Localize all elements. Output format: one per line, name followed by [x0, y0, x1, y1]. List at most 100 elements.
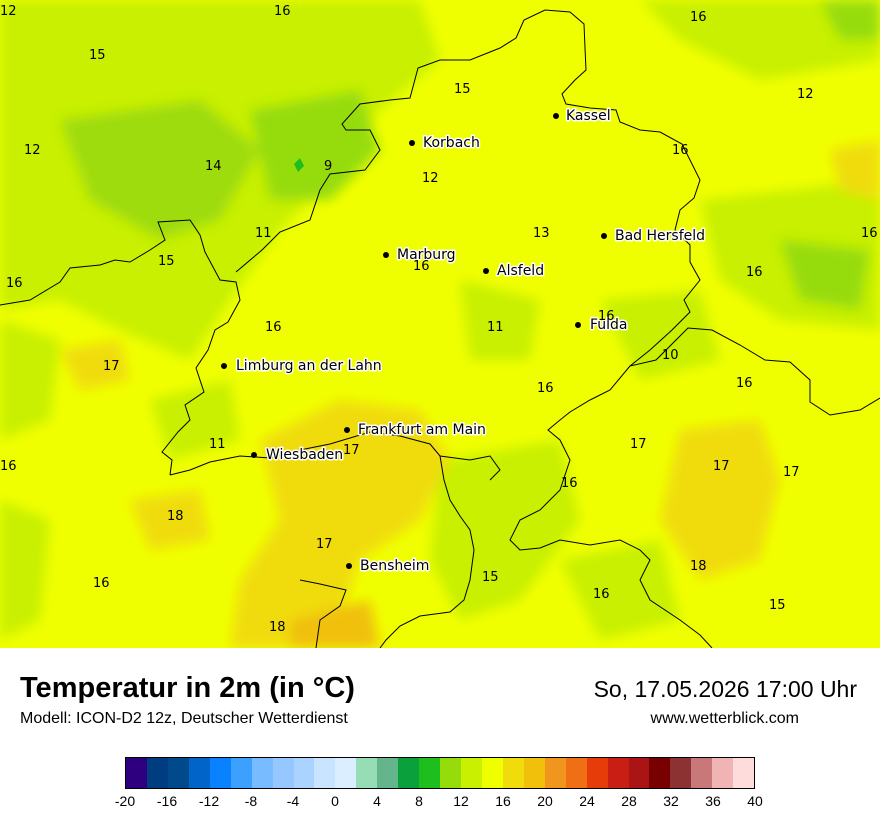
website-link[interactable]: www.wetterblick.com: [650, 710, 799, 727]
value-label: 17: [316, 537, 333, 552]
value-label: 16: [6, 276, 23, 291]
city-marburg[interactable]: Marburg: [383, 246, 457, 265]
scale-tick-label: 4: [373, 793, 381, 809]
svg-text:Kassel: Kassel: [566, 108, 611, 124]
scale-tick-label: 28: [621, 793, 637, 809]
value-label: 16: [274, 4, 291, 19]
city-korbach[interactable]: Korbach: [409, 134, 481, 153]
value-label: 17: [713, 459, 730, 474]
scale-tick-label: 32: [663, 793, 679, 809]
value-label: 15: [769, 598, 786, 613]
value-label: 17: [343, 443, 360, 458]
scale-tick-label: 24: [579, 793, 595, 809]
city-wiesbaden[interactable]: Wiesbaden: [251, 446, 345, 465]
city-markers: Kassel Korbach Marburg Alsfeld Bad Hersf…: [221, 107, 707, 576]
value-label: 16: [861, 226, 878, 241]
scale-swatch: [502, 758, 524, 788]
temperature-zones: [0, 0, 880, 648]
svg-text:Wiesbaden: Wiesbaden: [266, 447, 343, 463]
value-label: 16: [0, 459, 17, 474]
scale-tick-label: -16: [156, 793, 178, 809]
city-alsfeld[interactable]: Alsfeld: [483, 262, 546, 281]
value-label: 17: [783, 465, 800, 480]
value-label: 15: [158, 254, 175, 269]
value-label: 16: [265, 320, 282, 335]
scale-tick-label: 8: [415, 793, 423, 809]
value-label: 16: [672, 143, 689, 158]
value-label: 9: [324, 159, 332, 174]
value-label: 16: [413, 259, 430, 274]
color-scale-ticks: -20 -16 -12 -8 -4 0 4 8 12 16 20 24 28 32 36 40: [0, 793, 880, 813]
scale-swatch: [272, 758, 294, 788]
scale-swatch: [293, 758, 315, 788]
temperature-map: Kassel Korbach Marburg Alsfeld Bad Hersf…: [0, 0, 880, 648]
scale-swatch: [419, 758, 441, 788]
value-label: 15: [89, 48, 106, 63]
scale-swatch: [461, 758, 482, 788]
scale-swatch: [335, 758, 357, 788]
value-label: 14: [205, 159, 222, 174]
scale-swatch: [251, 758, 273, 788]
scale-swatch: [544, 758, 566, 788]
scale-tick-label: 40: [747, 793, 763, 809]
scale-swatch: [481, 758, 503, 788]
city-bensheim[interactable]: Bensheim: [346, 557, 431, 576]
color-scale: [125, 757, 755, 789]
scale-swatch: [356, 758, 378, 788]
city-limburg[interactable]: Limburg an der Lahn: [221, 357, 383, 376]
scale-swatch: [377, 758, 399, 788]
scale-swatch: [230, 758, 252, 788]
scale-tick-label: 0: [331, 793, 339, 809]
scale-tick-label: 12: [453, 793, 469, 809]
scale-swatch: [523, 758, 545, 788]
scale-tick-label: -8: [244, 793, 258, 809]
svg-text:Alsfeld: Alsfeld: [497, 263, 544, 279]
scale-swatch: [188, 758, 210, 788]
value-label: 17: [630, 437, 647, 452]
svg-text:Korbach: Korbach: [423, 135, 480, 151]
value-label: 13: [533, 226, 550, 241]
scale-swatch: [565, 758, 587, 788]
svg-text:Bad Hersfeld: Bad Hersfeld: [615, 228, 705, 244]
city-fulda[interactable]: Fulda: [575, 316, 629, 335]
value-label: 17: [103, 359, 120, 374]
temperature-values: 16 16 15 15 12 12 16 12 14 9 12 11 13 16…: [0, 4, 878, 635]
footer: Temperatur in 2m (in °C) Modell: ICON-D2…: [0, 648, 880, 830]
value-label: 16: [93, 576, 110, 591]
scale-tick-label: -12: [198, 793, 220, 809]
scale-swatch: [691, 758, 713, 788]
value-label: 10: [662, 348, 679, 363]
value-label: 11: [487, 320, 504, 335]
city-kassel[interactable]: Kassel: [553, 107, 612, 126]
svg-text:Frankfurt am Main: Frankfurt am Main: [358, 422, 486, 438]
scale-swatch: [586, 758, 608, 788]
map-title: Temperatur in 2m (in °C): [20, 672, 355, 704]
svg-text:Fulda: Fulda: [590, 317, 628, 333]
scale-swatch: [712, 758, 734, 788]
scale-swatch: [209, 758, 231, 788]
value-label: 18: [690, 559, 707, 574]
value-label: 16: [746, 265, 763, 280]
forecast-datetime: So, 17.05.2026 17:00 Uhr: [593, 676, 857, 702]
value-label: 16: [537, 381, 554, 396]
value-label: 11: [255, 226, 272, 241]
state-borders: [0, 9, 880, 648]
scale-swatch: [628, 758, 650, 788]
value-label: 11: [209, 437, 226, 452]
scale-swatch: [314, 758, 336, 788]
scale-tick-label: 36: [705, 793, 721, 809]
scale-swatch: [670, 758, 692, 788]
value-label: 12: [797, 87, 814, 102]
scale-swatch: [733, 758, 755, 788]
scale-tick-label: -4: [286, 793, 300, 809]
svg-text:Bensheim: Bensheim: [360, 558, 429, 574]
city-bad-hersfeld[interactable]: Bad Hersfeld: [601, 227, 707, 246]
scale-swatch: [649, 758, 671, 788]
scale-swatch: [440, 758, 461, 788]
city-frankfurt[interactable]: Frankfurt am Main: [344, 421, 487, 440]
value-label: 12: [0, 4, 17, 19]
value-label: 16: [593, 587, 610, 602]
scale-swatch: [398, 758, 420, 788]
scale-tick-label: 16: [495, 793, 511, 809]
scale-swatch: [607, 758, 629, 788]
